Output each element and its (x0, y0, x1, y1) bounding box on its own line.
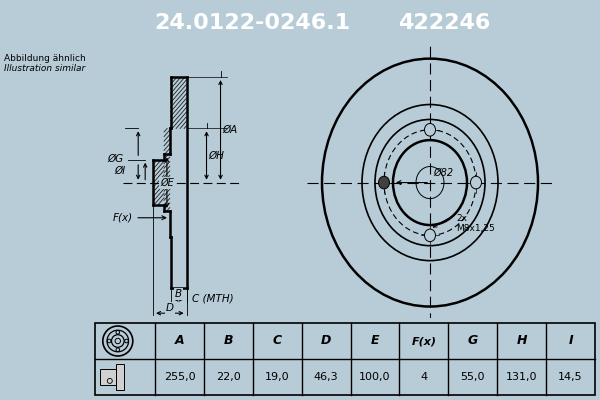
Circle shape (470, 176, 482, 189)
Text: B: B (175, 290, 182, 300)
Text: A: A (175, 334, 184, 348)
Text: 255,0: 255,0 (164, 372, 195, 382)
Text: H: H (517, 334, 527, 348)
Text: F(x): F(x) (113, 213, 133, 223)
Text: 19,0: 19,0 (265, 372, 290, 382)
Circle shape (425, 229, 436, 242)
Text: C (MTH): C (MTH) (191, 294, 233, 304)
Text: 22,0: 22,0 (216, 372, 241, 382)
Text: 55,0: 55,0 (461, 372, 485, 382)
Bar (100, 369, 116, 385)
Text: I: I (568, 334, 573, 348)
Bar (116, 364, 124, 390)
Text: Abbildung ähnlich: Abbildung ähnlich (4, 54, 86, 63)
Bar (95, 323, 595, 395)
Text: Ø82: Ø82 (433, 168, 453, 178)
Circle shape (379, 176, 389, 189)
Text: 2x
M8x1,25: 2x M8x1,25 (456, 214, 495, 233)
Text: 46,3: 46,3 (314, 372, 338, 382)
Text: ØG: ØG (107, 154, 123, 164)
Text: 4: 4 (421, 372, 427, 382)
Text: F(x): F(x) (412, 336, 436, 346)
Text: D: D (166, 303, 174, 313)
Text: 131,0: 131,0 (506, 372, 538, 382)
Text: ØI: ØI (114, 166, 125, 176)
Text: 100,0: 100,0 (359, 372, 391, 382)
Text: Illustration similar: Illustration similar (4, 64, 85, 73)
Text: ØA: ØA (223, 125, 238, 135)
Text: E: E (371, 334, 379, 348)
Circle shape (425, 124, 436, 136)
Text: G: G (467, 334, 478, 348)
Text: ØH: ØH (209, 150, 224, 160)
Text: D: D (321, 334, 331, 348)
Text: C: C (272, 334, 282, 348)
Text: B: B (224, 334, 233, 348)
Text: ØE: ØE (160, 178, 174, 188)
Text: 422246: 422246 (398, 13, 490, 33)
Text: 24.0122-0246.1: 24.0122-0246.1 (154, 13, 350, 33)
Text: 14,5: 14,5 (558, 372, 583, 382)
